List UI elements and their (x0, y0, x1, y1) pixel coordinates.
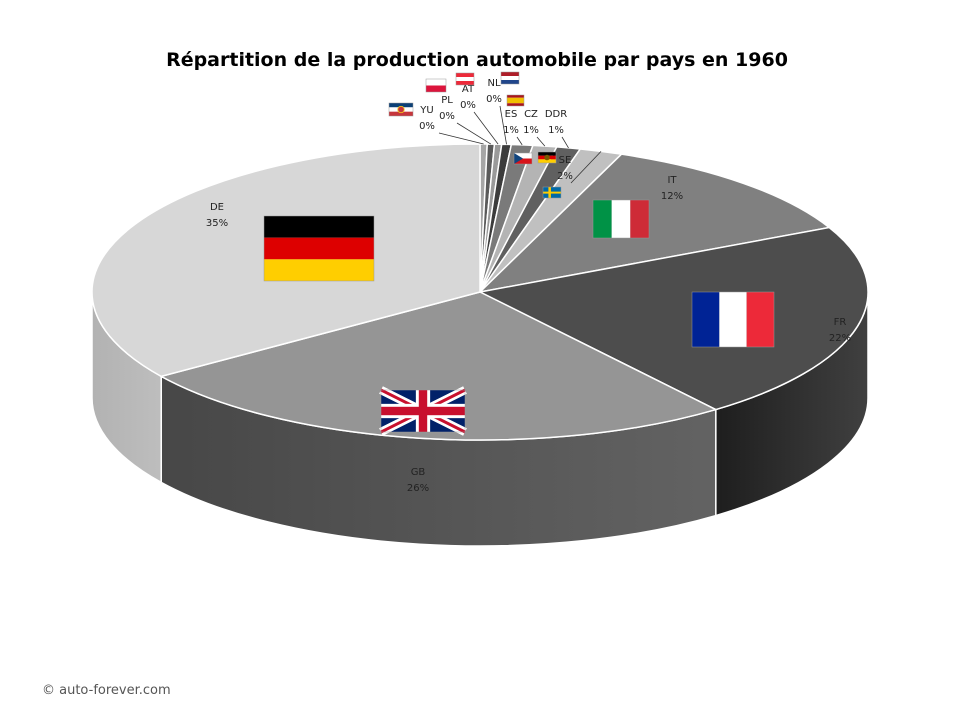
flag-es-icon (506, 94, 525, 107)
pie-slice-gb (159, 291, 718, 441)
leader-line-at (473, 111, 499, 145)
data-label-name: DDR (545, 109, 567, 120)
flag-de-icon (263, 215, 375, 282)
data-label-name: NL (487, 78, 500, 89)
leader-line-cz (536, 136, 546, 147)
data-label-pl: PL 0% (439, 95, 455, 122)
data-label-value: 0% (439, 111, 455, 122)
data-label-fr: FR 22% (829, 317, 851, 344)
data-label-value: 1% (523, 125, 539, 136)
data-label-it: IT 12% (661, 175, 683, 202)
leader-lines (438, 105, 602, 184)
data-label-gb: GB 26% (407, 467, 429, 494)
data-label-value: 1% (548, 125, 564, 136)
data-label-nl: NL 0% (486, 78, 502, 105)
flag-se-icon (542, 186, 562, 199)
flag-at-icon (455, 72, 475, 86)
data-label-cz: CZ 1% (523, 109, 539, 136)
data-label-at: AT 0% (460, 84, 476, 111)
data-label-name: AT (462, 84, 475, 95)
pie-slice-it (477, 153, 831, 294)
data-label-value: 1% (503, 125, 519, 136)
data-label-value: 0% (460, 100, 476, 111)
flag-fr-icon (691, 291, 775, 348)
data-label-se: SE 2% (557, 155, 573, 182)
data-label-name: YU (419, 105, 433, 116)
flag-gb-icon (379, 386, 467, 436)
data-label-value: 22% (829, 333, 851, 344)
chart-title: Répartition de la production automobile … (166, 49, 788, 71)
data-label-value: 0% (486, 94, 502, 105)
leader-line-es (516, 136, 523, 146)
leader-line-se (570, 151, 602, 184)
data-label-name: DE (210, 202, 224, 213)
pie-slice-fr (477, 226, 869, 411)
flag-ddr-icon (537, 151, 557, 164)
data-label-value: 12% (661, 191, 683, 202)
data-label-name: SE (559, 155, 572, 166)
data-label-name: IT (667, 175, 677, 186)
data-label-ddr: DDR 1% (545, 109, 567, 136)
data-label-value: 2% (557, 171, 573, 182)
leader-line-pl (456, 122, 492, 145)
data-label-name: FR (834, 317, 847, 328)
data-label-value: 0% (419, 121, 435, 132)
leader-line-nl (499, 105, 507, 145)
leader-line-ddr (561, 136, 569, 149)
flag-it-icon (592, 199, 650, 239)
flag-nl-icon (500, 71, 520, 85)
data-label-value: 35% (206, 218, 228, 229)
data-label-name: GB (411, 467, 426, 478)
flag-pl-icon (425, 78, 447, 93)
copyright-text: © auto-forever.com (42, 683, 171, 698)
data-label-name: CZ (524, 109, 538, 120)
data-label-name: PL (441, 95, 453, 106)
data-label-de: DE 35% (206, 202, 228, 229)
data-label-value: 26% (407, 483, 429, 494)
flag-yu-icon (388, 102, 414, 117)
flag-cz-icon (513, 152, 533, 165)
leader-line-yu (438, 132, 484, 145)
data-label-yu: YU 0% (419, 105, 435, 132)
flags (263, 71, 775, 436)
pie-sides (91, 291, 869, 547)
data-label-name: ES (505, 109, 518, 120)
data-label-es: ES 1% (503, 109, 519, 136)
